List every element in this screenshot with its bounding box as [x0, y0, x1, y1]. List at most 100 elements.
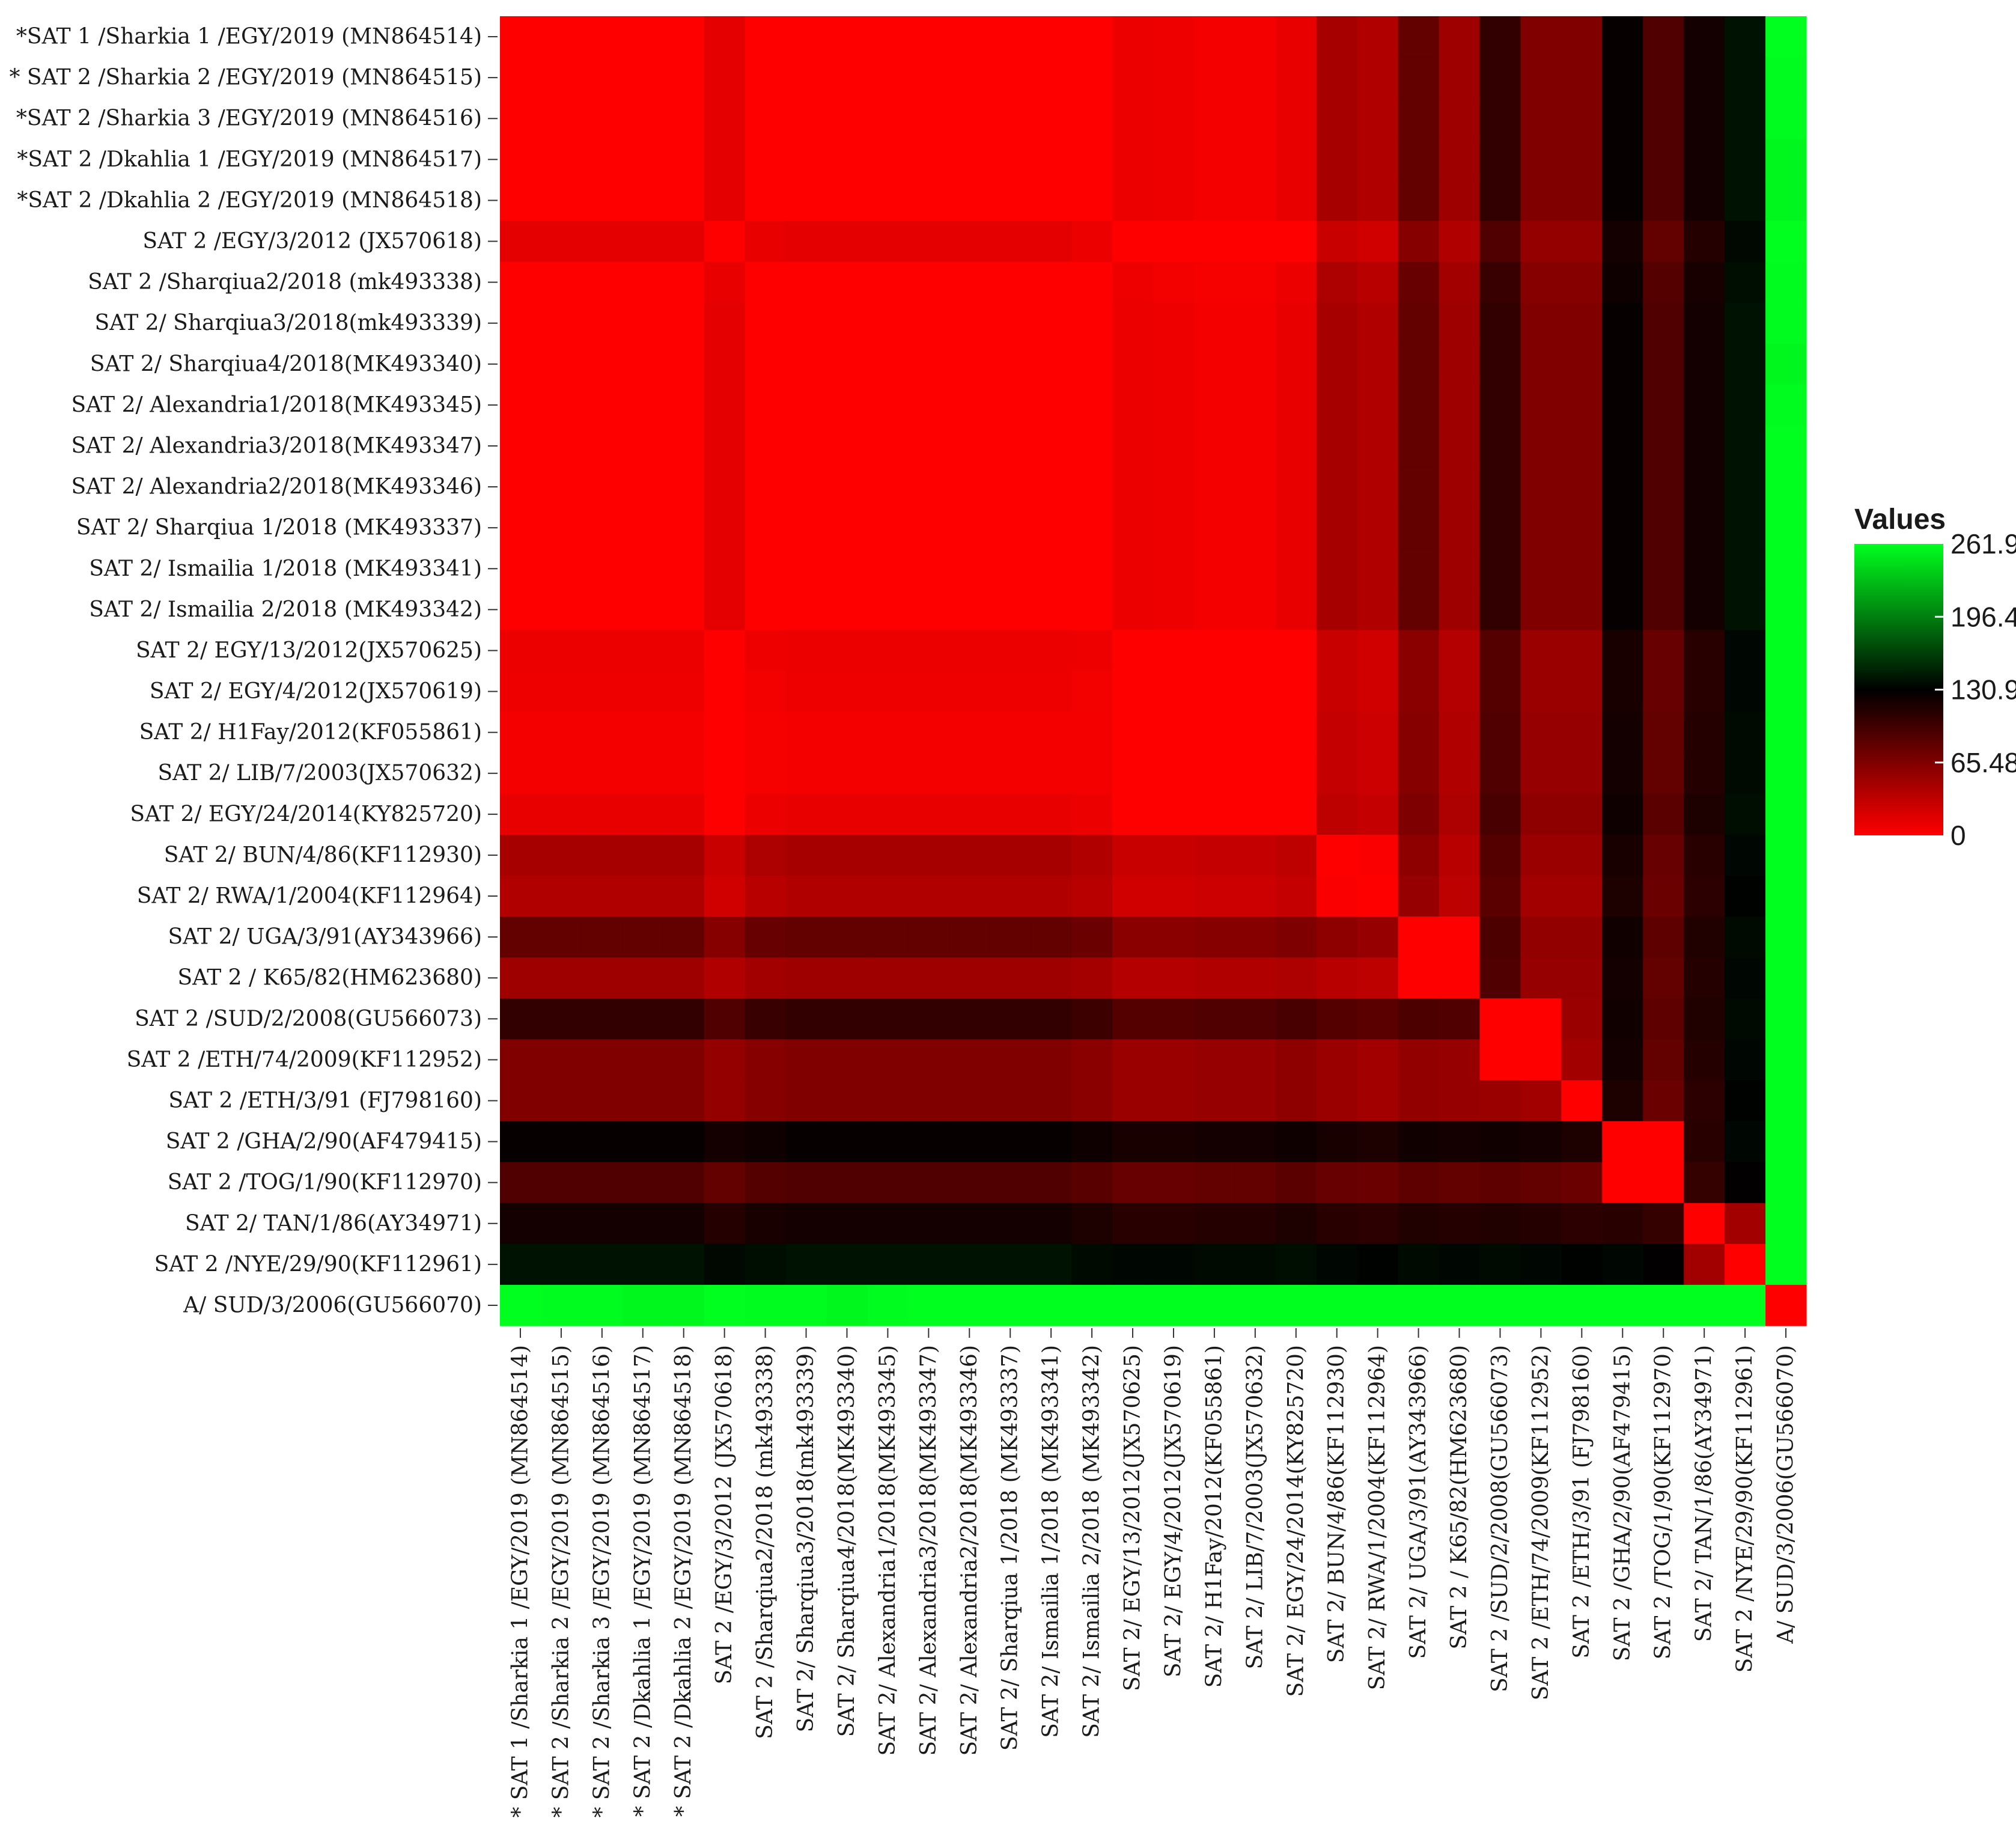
heatmap-cell-r5-c28 — [1602, 180, 1643, 222]
heatmap-cell-r20-c9 — [826, 793, 868, 835]
heatmap-cell-r29-c25 — [1479, 1162, 1521, 1204]
heatmap-cell-r30-c22 — [1357, 1203, 1399, 1245]
heatmap-cell-r11-c6 — [704, 425, 746, 467]
row-label: SAT 2/ EGY/13/2012(JX570625) — [136, 638, 482, 663]
heatmap-cell-r2-c15 — [1071, 57, 1113, 99]
heatmap-cell-r31-c25 — [1479, 1243, 1521, 1286]
heatmap-cell-r29-c28 — [1602, 1162, 1643, 1204]
heatmap-cell-r16-c14 — [1031, 630, 1072, 672]
heatmap-cell-r32-c28 — [1602, 1284, 1643, 1326]
heatmap-cell-r15-c25 — [1479, 589, 1521, 630]
heatmap-cell-r13-c4 — [622, 507, 664, 549]
heatmap-cell-r1-c6 — [704, 16, 746, 58]
heatmap-cell-r13-c2 — [540, 507, 582, 549]
heatmap-cell-r9-c2 — [540, 343, 582, 385]
heatmap-cell-r28-c21 — [1316, 1121, 1358, 1163]
heatmap-cell-r24-c28 — [1602, 957, 1643, 999]
heatmap-cell-r7-c30 — [1684, 261, 1725, 303]
heatmap-cell-r10-c7 — [745, 384, 787, 426]
heatmap-cell-r29-c17 — [1153, 1162, 1195, 1204]
heatmap-cell-r7-c23 — [1398, 261, 1440, 303]
heatmap-cell-r19-c13 — [990, 752, 1031, 795]
heatmap-cell-r17-c24 — [1439, 671, 1481, 713]
row-label: SAT 2 /GHA/2/90(AF479415) — [166, 1129, 482, 1154]
column-label: SAT 2/ Ismailia 2/2018 (MK493342) — [1080, 1345, 1104, 1738]
heatmap-cell-r16-c3 — [581, 630, 623, 672]
heatmap-cell-r30-c5 — [663, 1203, 705, 1245]
heatmap-cell-r6-c6 — [704, 221, 746, 263]
heatmap-cell-r24-c32 — [1765, 957, 1807, 999]
heatmap-cell-r31-c28 — [1602, 1243, 1643, 1286]
heatmap-cell-r5-c16 — [1112, 180, 1154, 222]
heatmap-cell-r23-c1 — [500, 916, 541, 958]
heatmap-cell-r8-c24 — [1439, 302, 1481, 344]
heatmap-cell-r12-c23 — [1398, 466, 1440, 508]
heatmap-cell-r18-c28 — [1602, 712, 1643, 754]
heatmap-cell-r9-c3 — [581, 343, 623, 385]
heatmap-cell-r29-c21 — [1316, 1162, 1358, 1204]
heatmap-cell-r5-c5 — [663, 180, 705, 222]
heatmap-cell-r1-c5 — [663, 16, 705, 58]
heatmap-cell-r20-c13 — [990, 793, 1031, 835]
column-label: SAT 2/ Sharqiua 1/2018 (MK493337) — [998, 1345, 1023, 1751]
heatmap-cell-r13-c24 — [1439, 507, 1481, 549]
heatmap-cell-r19-c20 — [1275, 752, 1317, 795]
heatmap-cell-r22-c17 — [1153, 875, 1195, 917]
heatmap-cell-r32-c1 — [500, 1284, 541, 1326]
heatmap-cell-r19-c6 — [704, 752, 746, 795]
heatmap-cell-r20-c32 — [1765, 793, 1807, 835]
heatmap-cell-r26-c3 — [581, 1039, 623, 1081]
heatmap-cell-r3-c2 — [540, 98, 582, 139]
heatmap-cell-r10-c14 — [1031, 384, 1072, 426]
heatmap-cell-r17-c10 — [867, 671, 909, 713]
heatmap-cell-r4-c8 — [785, 139, 827, 180]
heatmap-cell-r12-c5 — [663, 466, 705, 508]
column-label: SAT 2/ TAN/1/86(AY34971) — [1692, 1345, 1717, 1642]
heatmap-cell-r7-c22 — [1357, 261, 1399, 303]
heatmap-cell-r25-c16 — [1112, 998, 1154, 1040]
heatmap-cell-r2-c12 — [949, 57, 990, 99]
heatmap-cell-r1-c25 — [1479, 16, 1521, 58]
heatmap-cell-r27-c18 — [1193, 1080, 1235, 1122]
row-label: SAT 2/ EGY/24/2014(KY825720) — [130, 802, 482, 826]
heatmap-cell-r17-c4 — [622, 671, 664, 713]
heatmap-cell-r30-c7 — [745, 1203, 787, 1245]
heatmap-cell-r24-c12 — [949, 957, 990, 999]
heatmap-cell-r16-c29 — [1643, 630, 1684, 672]
heatmap-cell-r15-c14 — [1031, 589, 1072, 630]
heatmap-cell-r27-c12 — [949, 1080, 990, 1122]
heatmap-cell-r32-c29 — [1643, 1284, 1684, 1326]
heatmap-cell-r4-c10 — [867, 139, 909, 180]
heatmap-cell-r30-c28 — [1602, 1203, 1643, 1245]
heatmap-cell-r1-c28 — [1602, 16, 1643, 58]
heatmap-cell-r17-c13 — [990, 671, 1031, 713]
heatmap-cell-r26-c21 — [1316, 1039, 1358, 1081]
heatmap-cell-r32-c23 — [1398, 1284, 1440, 1326]
heatmap-cell-r20-c12 — [949, 793, 990, 835]
heatmap-cell-r1-c4 — [622, 16, 664, 58]
heatmap-cell-r25-c31 — [1725, 998, 1766, 1040]
heatmap-cell-r20-c23 — [1398, 793, 1440, 835]
heatmap-cell-r32-c3 — [581, 1284, 623, 1326]
heatmap-cell-r14-c25 — [1479, 548, 1521, 590]
heatmap-cell-r27-c4 — [622, 1080, 664, 1122]
heatmap-cell-r28-c13 — [990, 1121, 1031, 1163]
heatmap-cell-r22-c29 — [1643, 875, 1684, 917]
heatmap-cell-r27-c7 — [745, 1080, 787, 1122]
heatmap-cell-r18-c29 — [1643, 712, 1684, 754]
column-label: SAT 2/ UGA/3/91(AY343966) — [1406, 1345, 1431, 1659]
heatmap-cell-r23-c7 — [745, 916, 787, 958]
heatmap-cell-r29-c7 — [745, 1162, 787, 1204]
heatmap-cell-r26-c25 — [1479, 1039, 1521, 1081]
heatmap-cell-r11-c10 — [867, 425, 909, 467]
heatmap-cell-r6-c10 — [867, 221, 909, 263]
heatmap-cell-r10-c25 — [1479, 384, 1521, 426]
heatmap-cell-r8-c20 — [1275, 302, 1317, 344]
heatmap-cell-r27-c27 — [1561, 1080, 1603, 1122]
heatmap-cell-r24-c31 — [1725, 957, 1766, 999]
heatmap-cell-r30-c27 — [1561, 1203, 1603, 1245]
heatmap-cell-r16-c15 — [1071, 630, 1113, 672]
heatmap-cell-r26-c5 — [663, 1039, 705, 1081]
heatmap-cell-r25-c17 — [1153, 998, 1195, 1040]
heatmap-cell-r18-c16 — [1112, 712, 1154, 754]
